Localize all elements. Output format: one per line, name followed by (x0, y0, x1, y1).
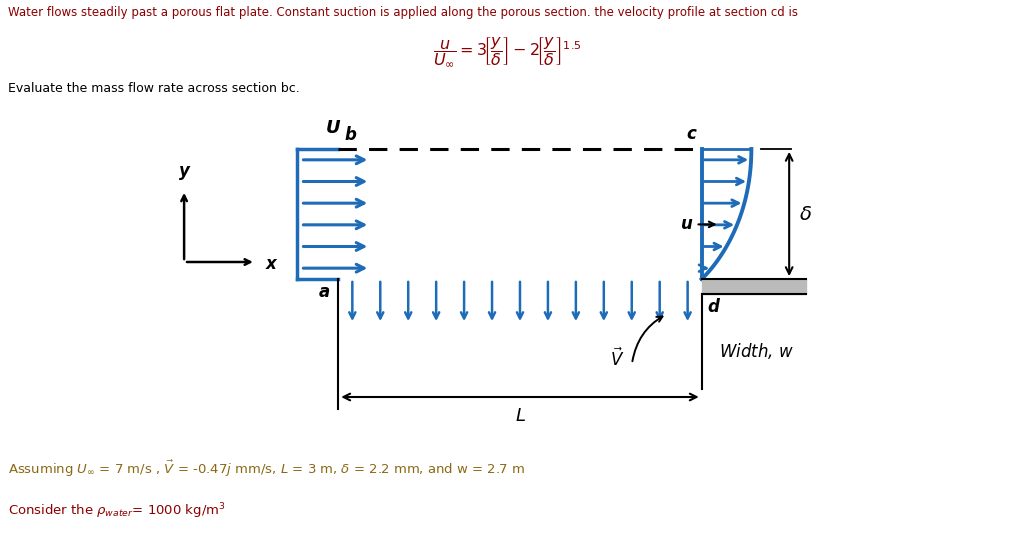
Text: $\dfrac{u}{U_{\infty}} = 3\!\left[\dfrac{y}{\delta}\right] - 2\!\left[\dfrac{y}{: $\dfrac{u}{U_{\infty}} = 3\!\left[\dfrac… (433, 36, 582, 69)
Text: $\vec{V}$: $\vec{V}$ (610, 348, 624, 370)
Text: Width, $w$: Width, $w$ (719, 341, 793, 361)
Text: Evaluate the mass flow rate across section bc.: Evaluate the mass flow rate across secti… (8, 82, 300, 95)
Text: u: u (681, 215, 692, 233)
Text: y: y (179, 162, 190, 180)
Text: U: U (326, 119, 341, 137)
Text: $\delta$: $\delta$ (799, 205, 812, 224)
Text: a: a (320, 283, 331, 301)
Bar (701, 279, 807, 294)
Text: Water flows steadily past a porous flat plate. Constant suction is applied along: Water flows steadily past a porous flat … (8, 6, 798, 19)
Text: b: b (344, 126, 356, 144)
Text: c: c (687, 125, 696, 143)
Text: x: x (265, 255, 277, 273)
Text: $L$: $L$ (515, 407, 526, 425)
Text: Consider the $\rho_{water}$= 1000 kg/m$^3$: Consider the $\rho_{water}$= 1000 kg/m$^… (8, 501, 226, 521)
Text: d: d (708, 298, 720, 316)
Text: Assuming $U_{\infty}$ = 7 m/s , $\vec{V}$ = -0.47$j$ mm/s, $L$ = 3 m, $\delta$ =: Assuming $U_{\infty}$ = 7 m/s , $\vec{V}… (8, 459, 525, 480)
